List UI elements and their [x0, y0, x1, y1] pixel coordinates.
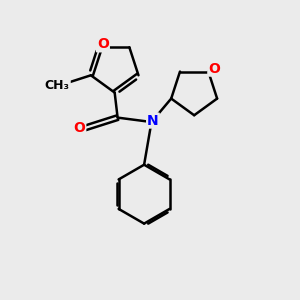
Text: CH₃: CH₃: [45, 79, 70, 92]
Text: N: N: [147, 114, 159, 128]
Text: O: O: [208, 61, 220, 76]
Text: O: O: [97, 38, 109, 51]
Text: O: O: [74, 121, 85, 135]
